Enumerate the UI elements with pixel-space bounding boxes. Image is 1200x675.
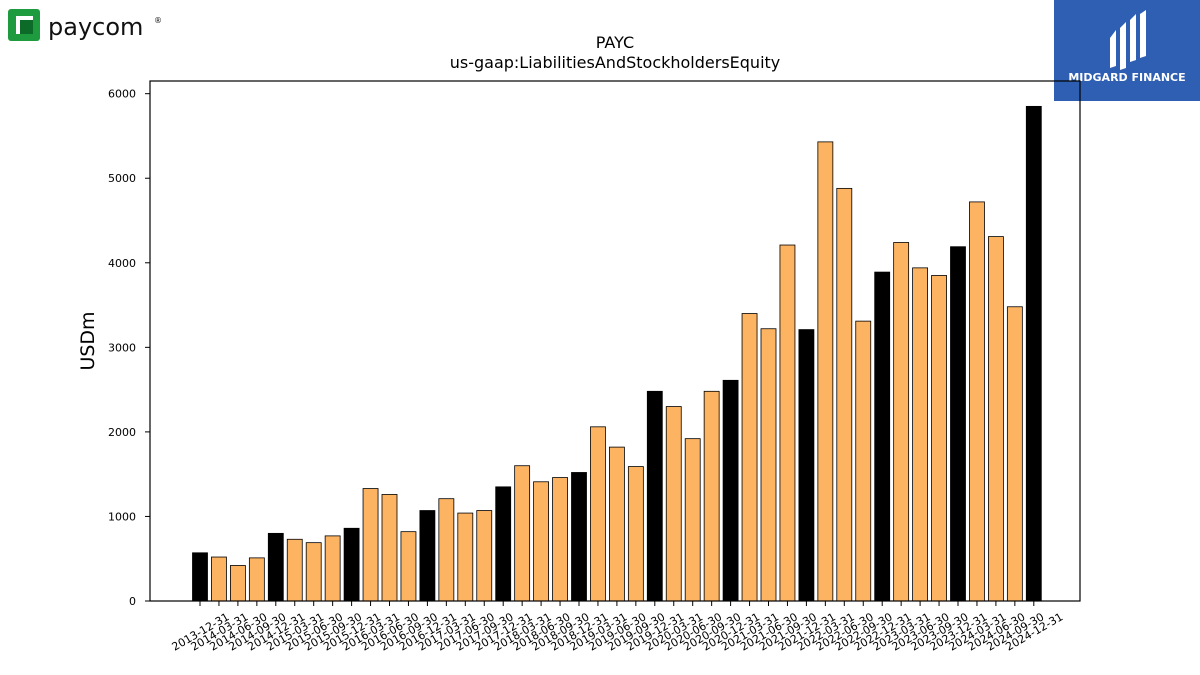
bar-2017-06-30	[457, 512, 474, 602]
bar-2019-03-31	[590, 426, 606, 602]
bar-2015-12-31	[343, 527, 360, 602]
bar-2021-09-30	[779, 244, 796, 602]
bar-2013-12-31	[192, 552, 208, 602]
bar-2024-03-31	[969, 201, 985, 602]
x-axis-ticks: 2013-12-312014-03-312014-06-302014-09-30…	[170, 601, 1065, 654]
y-tick-label: 1000	[108, 510, 136, 523]
bar-2018-06-30	[533, 481, 549, 602]
bar-2016-06-30	[381, 494, 398, 602]
bar-2022-06-30	[836, 187, 853, 602]
paycom-wordmark: paycom	[48, 13, 143, 41]
chart-subtitle: us-gaap:LiabilitiesAndStockholdersEquity	[450, 53, 781, 72]
registered-mark: ®	[154, 16, 162, 25]
bar-2020-03-31	[665, 406, 682, 602]
paycom-logo: paycom ®	[8, 9, 168, 43]
midgard-wordmark: MIDGARD FINANCE	[1068, 71, 1185, 84]
bar-2019-09-30	[627, 466, 644, 602]
bar-2023-12-31	[950, 246, 966, 602]
bar-2021-03-31	[741, 313, 758, 602]
bar-2019-12-31	[646, 390, 663, 602]
bar-2024-09-30	[1006, 306, 1023, 602]
y-tick-label: 0	[129, 595, 136, 608]
bar-2014-09-30	[248, 557, 265, 602]
bar-2024-12-31	[1025, 105, 1042, 602]
bar-2016-09-30	[400, 531, 417, 602]
bar-2015-03-31	[286, 538, 303, 602]
bar-2017-09-30	[476, 510, 493, 602]
y-axis-ticks: 0 1000 2000 3000 4000 5000 6000	[108, 88, 150, 608]
bar-2014-06-30	[229, 565, 246, 602]
bar-2022-09-30	[855, 320, 872, 602]
bar-2020-06-30	[684, 438, 701, 602]
bar-2018-03-31	[514, 465, 531, 602]
bar-2014-12-31	[267, 532, 284, 602]
bar-2015-09-30	[324, 535, 341, 602]
bar-2020-09-30	[703, 390, 720, 602]
bar-2023-09-30	[931, 275, 947, 602]
y-tick-label: 4000	[108, 257, 136, 270]
bar-2018-12-31	[571, 472, 587, 602]
bar-2024-06-30	[988, 236, 1004, 602]
midgard-logo-icon: MIDGARD FINANCE	[1068, 10, 1186, 84]
bar-2018-09-30	[552, 477, 568, 602]
bar-2015-06-30	[305, 542, 322, 602]
bar-2023-03-31	[893, 242, 910, 602]
bar-2016-12-31	[419, 510, 436, 602]
y-axis-label: USDm	[77, 311, 99, 370]
bar-2021-12-31	[798, 329, 815, 602]
bar-2021-06-30	[760, 328, 777, 602]
bar-2014-03-31	[211, 556, 227, 602]
bar-2019-06-30	[609, 446, 625, 602]
y-tick-label: 6000	[108, 88, 136, 101]
bar-2017-12-31	[495, 486, 512, 602]
bar-2022-12-31	[874, 271, 891, 602]
chart-title: PAYC	[596, 33, 634, 52]
bar-2016-03-31	[362, 488, 379, 602]
bar-2022-03-31	[817, 141, 834, 602]
bars-group	[192, 105, 1042, 602]
midgard-logo: MIDGARD FINANCE	[1054, 0, 1200, 101]
paycom-logo-icon: paycom ®	[8, 9, 162, 41]
plot-frame	[149, 80, 1081, 602]
bar-2020-12-31	[722, 379, 739, 602]
y-tick-label: 5000	[108, 172, 136, 185]
bar-2023-06-30	[912, 267, 928, 602]
y-tick-label: 2000	[108, 426, 136, 439]
bar-2017-03-31	[438, 498, 455, 602]
y-tick-label: 3000	[108, 341, 136, 354]
